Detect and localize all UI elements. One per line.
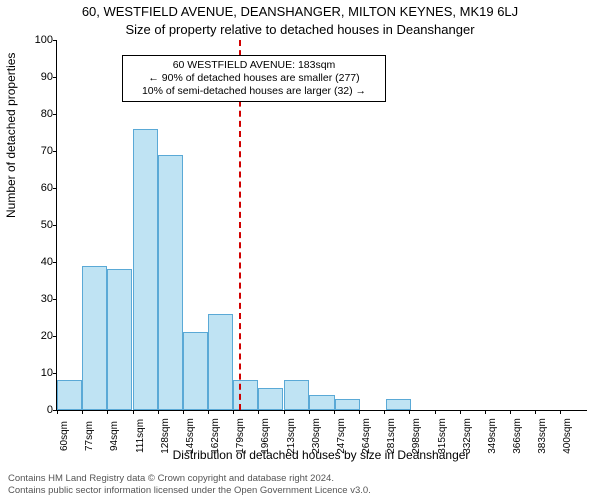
x-tick-mark xyxy=(284,410,285,414)
y-tick-label: 30 xyxy=(41,293,53,305)
annotation-line3: 10% of semi-detached houses are larger (… xyxy=(129,85,379,98)
y-tick-label: 100 xyxy=(35,34,53,46)
footer-attribution: Contains HM Land Registry data © Crown c… xyxy=(8,473,592,496)
x-tick-mark xyxy=(183,410,184,414)
x-tick-mark xyxy=(460,410,461,414)
x-tick-mark xyxy=(334,410,335,414)
y-tick-mark xyxy=(53,336,57,337)
x-tick-mark xyxy=(57,410,58,414)
x-tick-mark xyxy=(384,410,385,414)
histogram-bar xyxy=(158,155,183,410)
x-tick-mark xyxy=(208,410,209,414)
y-tick-mark xyxy=(53,77,57,78)
x-tick-mark xyxy=(309,410,310,414)
y-tick-label: 10 xyxy=(41,367,53,379)
histogram-bar xyxy=(183,332,208,410)
x-tick-label: 60sqm xyxy=(57,421,70,451)
histogram-bar xyxy=(284,380,309,410)
x-tick-mark xyxy=(107,410,108,414)
chart-plot-area: 010203040506070809010060sqm77sqm94sqm111… xyxy=(56,40,587,411)
histogram-bar xyxy=(57,380,82,410)
y-tick-mark xyxy=(53,40,57,41)
annotation-line1: 60 WESTFIELD AVENUE: 183sqm xyxy=(129,59,379,72)
footer-line2: Contains public sector information licen… xyxy=(8,485,592,496)
histogram-bar xyxy=(386,399,411,410)
x-tick-mark xyxy=(359,410,360,414)
x-tick-label: 94sqm xyxy=(107,421,120,451)
y-tick-mark xyxy=(53,114,57,115)
y-tick-label: 80 xyxy=(41,108,53,120)
y-tick-mark xyxy=(53,151,57,152)
y-tick-label: 70 xyxy=(41,145,53,157)
y-tick-mark xyxy=(53,225,57,226)
x-tick-mark xyxy=(82,410,83,414)
y-tick-mark xyxy=(53,188,57,189)
y-tick-label: 40 xyxy=(41,256,53,268)
histogram-bar xyxy=(133,129,158,410)
x-tick-mark xyxy=(435,410,436,414)
annotation-box: 60 WESTFIELD AVENUE: 183sqm← 90% of deta… xyxy=(122,55,386,102)
histogram-bar xyxy=(258,388,283,410)
x-tick-mark xyxy=(510,410,511,414)
footer-line1: Contains HM Land Registry data © Crown c… xyxy=(8,473,592,484)
histogram-bar xyxy=(82,266,107,410)
y-tick-label: 50 xyxy=(41,219,53,231)
y-tick-label: 90 xyxy=(41,71,53,83)
x-tick-mark xyxy=(560,410,561,414)
x-tick-mark xyxy=(133,410,134,414)
x-tick-label: 77sqm xyxy=(82,421,95,451)
annotation-line2: ← 90% of detached houses are smaller (27… xyxy=(129,72,379,85)
y-tick-label: 60 xyxy=(41,182,53,194)
y-tick-label: 20 xyxy=(41,330,53,342)
histogram-bar xyxy=(107,269,132,410)
x-tick-mark xyxy=(233,410,234,414)
histogram-bar xyxy=(335,399,360,410)
histogram-bar xyxy=(309,395,336,410)
y-tick-mark xyxy=(53,262,57,263)
title-address: 60, WESTFIELD AVENUE, DEANSHANGER, MILTO… xyxy=(0,4,600,19)
title-subtitle: Size of property relative to detached ho… xyxy=(0,22,600,37)
x-tick-mark xyxy=(258,410,259,414)
x-axis-label: Distribution of detached houses by size … xyxy=(56,448,586,462)
histogram-bar xyxy=(208,314,233,410)
x-tick-mark xyxy=(158,410,159,414)
y-axis-label: Number of detached properties xyxy=(4,53,18,218)
histogram-bar xyxy=(233,380,258,410)
x-tick-mark xyxy=(409,410,410,414)
x-tick-mark xyxy=(485,410,486,414)
y-tick-mark xyxy=(53,373,57,374)
y-tick-mark xyxy=(53,299,57,300)
x-tick-mark xyxy=(535,410,536,414)
